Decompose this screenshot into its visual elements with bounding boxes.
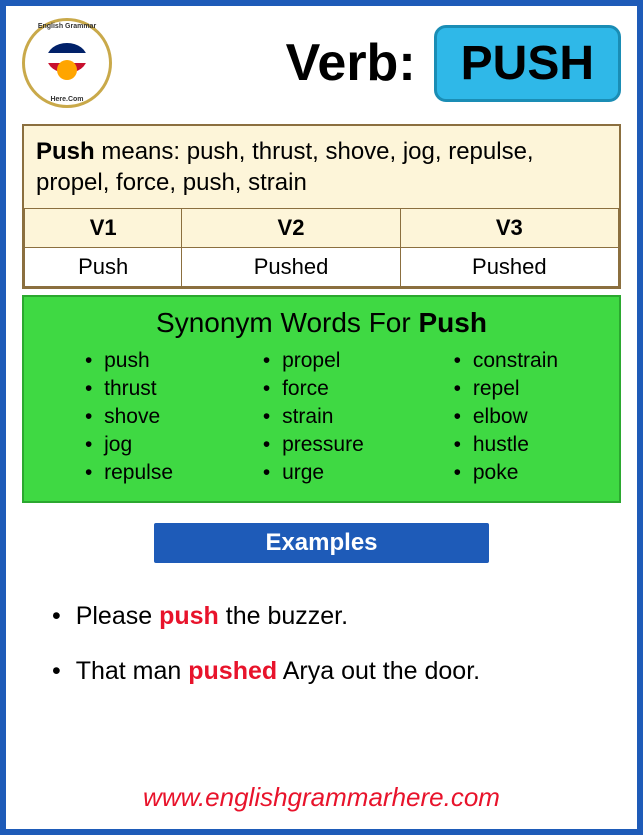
meaning-box: Push means: push, thrust, shove, jog, re… [22, 124, 621, 289]
forms-header-v3: V3 [400, 209, 618, 248]
example-pre: Please [76, 602, 159, 630]
synonym-col-1: push thrust shove jog repulse [85, 347, 173, 487]
synonym-title: Synonym Words For Push [40, 307, 603, 339]
synonym-title-prefix: Synonym Words For [156, 307, 418, 338]
example-post: the buzzer. [219, 602, 348, 630]
example-sentence: Please push the buzzer. [52, 599, 591, 634]
synonym-item: propel [263, 347, 364, 375]
forms-header-v1: V1 [25, 209, 182, 248]
footer-url: www.englishgrammarhere.com [22, 782, 621, 817]
synonym-col-3: constrain repel elbow hustle poke [454, 347, 558, 487]
synonym-item: pressure [263, 431, 364, 459]
example-sentence: That man pushed Arya out the door. [52, 654, 591, 689]
example-post: Arya out the door. [277, 657, 480, 685]
synonym-col-2: propel force strain pressure urge [263, 347, 364, 487]
synonym-item: shove [85, 403, 173, 431]
synonym-item: hustle [454, 431, 558, 459]
synonym-item: constrain [454, 347, 558, 375]
examples-label: Examples [154, 523, 489, 563]
header: English Grammar Here.Com Verb: PUSH [22, 18, 621, 108]
forms-header-v2: V2 [182, 209, 400, 248]
synonym-item: repulse [85, 459, 173, 487]
means-label: means: [95, 138, 187, 165]
logo-text-top: English Grammar [38, 23, 96, 30]
synonym-item: urge [263, 459, 364, 487]
synonym-item: elbow [454, 403, 558, 431]
synonym-item: poke [454, 459, 558, 487]
synonym-title-word: Push [418, 307, 486, 338]
verb-forms-table: V1 V2 V3 Push Pushed Pushed [24, 208, 619, 287]
synonym-item: jog [85, 431, 173, 459]
synonym-item: push [85, 347, 173, 375]
synonym-item: force [263, 375, 364, 403]
verb-label: Verb: [122, 33, 424, 93]
forms-value-v2: Pushed [182, 248, 400, 287]
example-highlight: pushed [188, 657, 277, 685]
synonym-item: thrust [85, 375, 173, 403]
synonym-box: Synonym Words For Push push thrust shove… [22, 295, 621, 503]
example-pre: That man [76, 657, 189, 685]
verb-badge: PUSH [434, 25, 621, 102]
site-logo: English Grammar Here.Com [22, 18, 112, 108]
synonym-item: repel [454, 375, 558, 403]
meaning-word: Push [36, 138, 95, 165]
forms-value-v1: Push [25, 248, 182, 287]
synonym-item: strain [263, 403, 364, 431]
bulb-icon [57, 60, 77, 80]
logo-text-bottom: Here.Com [50, 96, 83, 103]
meaning-text: Push means: push, thrust, shove, jog, re… [24, 126, 619, 208]
example-highlight: push [159, 602, 219, 630]
examples-list: Please push the buzzer. That man pushed … [22, 579, 621, 709]
forms-value-v3: Pushed [400, 248, 618, 287]
